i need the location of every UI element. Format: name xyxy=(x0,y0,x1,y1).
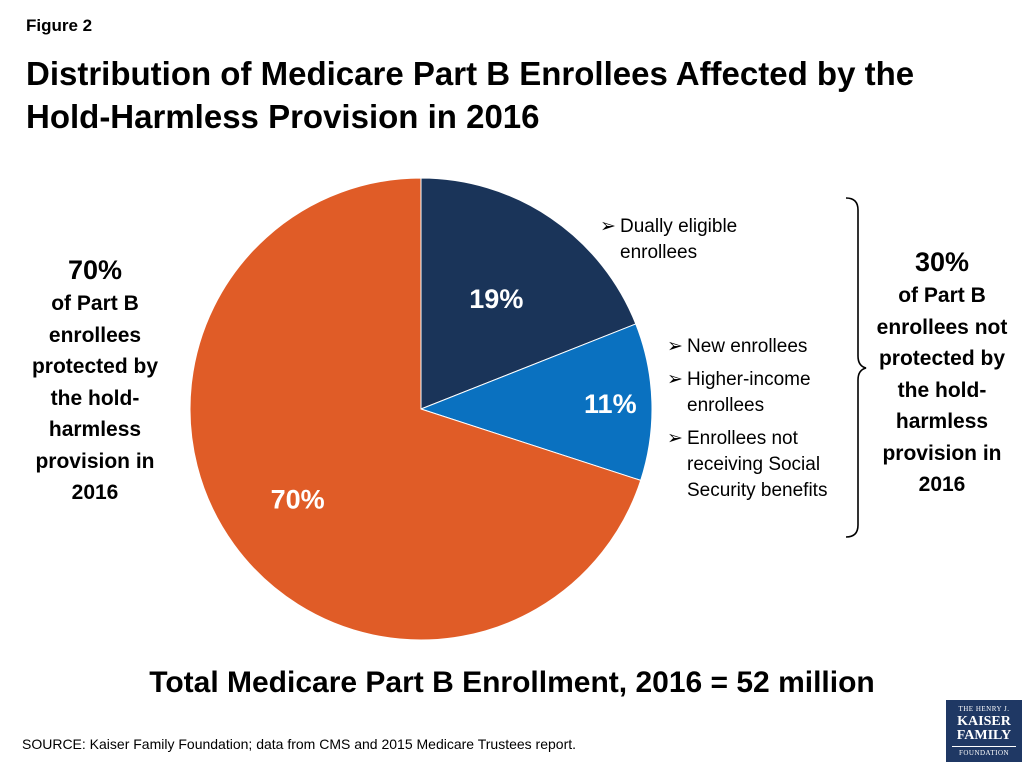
list-item-higher-income: ➢ Higher-income enrollees xyxy=(667,367,857,419)
logo-line-4: FOUNDATION xyxy=(952,746,1016,757)
arrow-bullet-icon: ➢ xyxy=(600,216,616,237)
other-group-list: ➢ New enrollees ➢ Higher-income enrollee… xyxy=(667,334,857,511)
pie-slice-19 xyxy=(420,177,637,410)
protected-text: of Part B enrollees protected by the hol… xyxy=(31,292,159,504)
kff-logo: THE HENRY J. KAISER FAMILY FOUNDATION xyxy=(946,700,1022,762)
list-item-label: Higher-income enrollees xyxy=(687,369,811,416)
arrow-bullet-icon: ➢ xyxy=(667,336,683,357)
list-item-new: ➢ New enrollees xyxy=(667,334,857,360)
source-note: SOURCE: Kaiser Family Foundation; data f… xyxy=(22,736,577,752)
not-protected-callout: 30% of Part B enrollees not protected by… xyxy=(868,246,1016,501)
protected-pct: 70% xyxy=(67,255,123,285)
slice-label-70: 70% xyxy=(271,485,325,515)
figure-label: Figure 2 xyxy=(26,16,93,35)
slice-label-19: 19% xyxy=(469,284,523,314)
list-item-label: Enrollees not receiving Social Security … xyxy=(687,428,828,501)
dual-group-list: ➢ Dually eligible enrollees xyxy=(600,214,790,273)
brace-path xyxy=(845,197,867,538)
arrow-bullet-icon: ➢ xyxy=(667,428,683,449)
slice-label-11: 11% xyxy=(584,389,637,419)
total-enrollment: Total Medicare Part B Enrollment, 2016 =… xyxy=(149,666,875,699)
logo-line-2: KAISER xyxy=(957,714,1011,729)
list-item-label: Dually eligible enrollees xyxy=(620,216,738,263)
pie-slice-70 xyxy=(189,177,642,641)
chart-title: Distribution of Medicare Part B Enrollee… xyxy=(26,55,915,135)
protected-callout: 70% of Part B enrollees protected by the… xyxy=(20,254,170,509)
arrow-bullet-icon: ➢ xyxy=(667,369,683,390)
logo-line-1: THE HENRY J. xyxy=(958,705,1010,713)
list-item-dual: ➢ Dually eligible enrollees xyxy=(600,214,790,266)
pie-slice-11 xyxy=(419,323,653,482)
logo-line-3: FAMILY xyxy=(956,728,1012,743)
not-protected-pct: 30% xyxy=(914,247,970,277)
not-protected-text: of Part B enrollees not protected by the… xyxy=(876,284,1008,496)
list-item-no-social-security: ➢ Enrollees not receiving Social Securit… xyxy=(667,426,857,504)
list-item-label: New enrollees xyxy=(687,336,808,357)
